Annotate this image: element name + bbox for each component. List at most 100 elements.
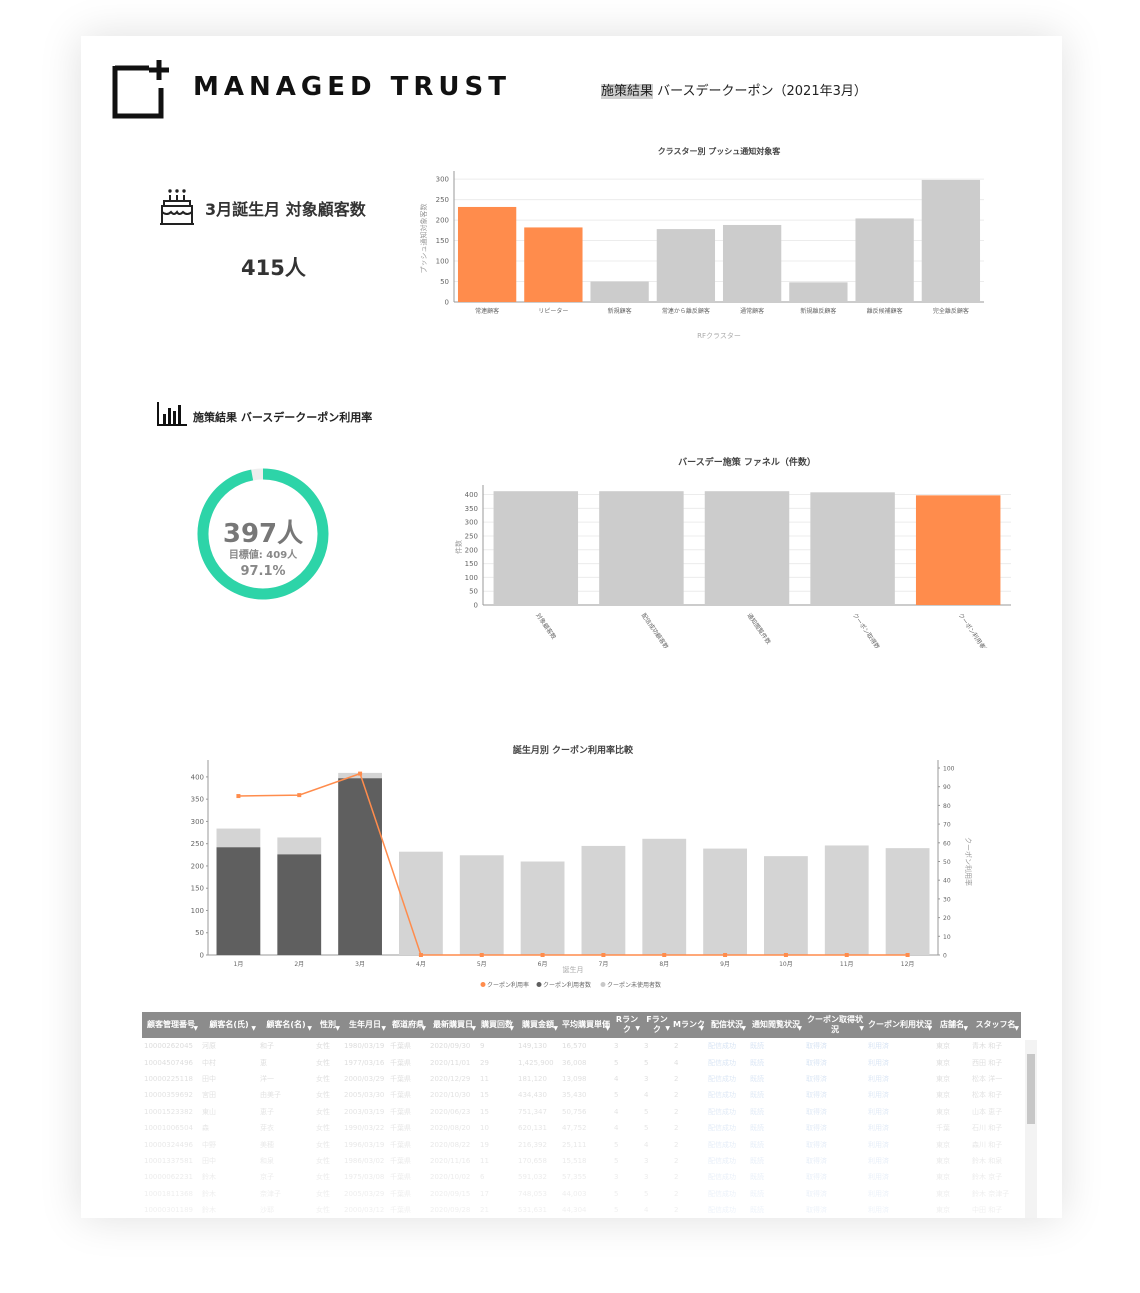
table-row[interactable]: 10001006504 森 芽衣 女性 1990/03/22 千葉県 2020/08/20 1… [142, 1120, 1021, 1136]
column-header-label: Rランク [615, 1015, 639, 1034]
column-header[interactable]: 都道府県 ▼ [388, 1012, 428, 1038]
column-header-label: 性別 [320, 1020, 336, 1029]
column-header[interactable]: 通知閲覧状況 ▼ [748, 1012, 804, 1038]
column-header[interactable]: 平均購買単価 ▼ [560, 1012, 612, 1038]
column-header[interactable]: クーポン利用状況 ▼ [866, 1012, 934, 1038]
table-cell: 山本 恵子 [972, 1107, 1003, 1116]
column-header[interactable]: 生年月日 ▼ [342, 1012, 388, 1038]
rate-point [783, 953, 788, 957]
sort-caret-icon[interactable]: ▼ [963, 1025, 968, 1032]
coupon-users-value: 397人 [222, 519, 304, 549]
table-cell: 17 [480, 1189, 489, 1198]
column-header[interactable]: Fランク ▼ [642, 1012, 672, 1038]
x-tick-label: 通知閲覧件数 [745, 612, 772, 646]
table-cell: 恵子 [260, 1107, 274, 1116]
table-row[interactable]: 10001523382 東山 恵子 女性 2003/03/19 千葉県 2020/06/23… [142, 1104, 1021, 1120]
table-cell: 11 [480, 1074, 489, 1083]
x-tick-label: 離反候補顧客 [867, 307, 903, 315]
sort-caret-icon[interactable]: ▼ [509, 1025, 514, 1032]
table-cell: 女性 [316, 1156, 330, 1165]
sort-caret-icon[interactable]: ▼ [859, 1025, 864, 1032]
table-cell: 5 [614, 1156, 619, 1165]
column-header[interactable]: 顧客名(名) ▼ [258, 1012, 314, 1038]
table-cell: 既読 [750, 1074, 764, 1083]
bar [915, 495, 1001, 605]
column-header[interactable]: 購買金額 ▼ [516, 1012, 560, 1038]
table-cell: 東京 [936, 1091, 950, 1100]
table-cell: 東京 [936, 1140, 950, 1149]
table-cell: 利用済 [868, 1173, 889, 1182]
table-scrollbar-thumb[interactable] [1027, 1054, 1035, 1124]
y-axis-label: 件数 [454, 540, 463, 554]
column-header[interactable]: 店舗名 ▼ [934, 1012, 970, 1038]
column-header-label: 顧客管理番号 [147, 1020, 195, 1029]
sort-caret-icon[interactable]: ▼ [605, 1025, 610, 1032]
sort-caret-icon[interactable]: ▼ [421, 1025, 426, 1032]
legend-marker [480, 982, 486, 987]
x-tick-label: 配信成功顧客数 [640, 612, 671, 648]
table-cell: 利用済 [868, 1140, 889, 1149]
table-row[interactable]: 10000062231 鈴木 京子 女性 1975/03/08 千葉県 2020/10/02… [142, 1169, 1021, 1185]
table-row[interactable]: 10001337581 田中 和泉 女性 1986/03/02 千葉県 2020/11/16… [142, 1153, 1021, 1169]
bar [656, 229, 716, 302]
column-header-label: 都道府県 [392, 1020, 424, 1029]
table-cell: 森 [202, 1124, 209, 1133]
table-cell: 取得済 [806, 1156, 827, 1165]
sort-caret-icon[interactable]: ▼ [471, 1025, 476, 1032]
table-row[interactable]: 10000262045 河原 和子 女性 1980/03/19 千葉県 2020/09/30… [142, 1038, 1021, 1054]
sort-caret-icon[interactable]: ▼ [741, 1025, 746, 1032]
table-scrollbar[interactable] [1025, 1040, 1037, 1218]
sort-caret-icon[interactable]: ▼ [553, 1025, 558, 1032]
table-cell: 利用済 [868, 1206, 889, 1215]
column-header[interactable]: 性別 ▼ [314, 1012, 342, 1038]
column-header[interactable]: Mランク ▼ [672, 1012, 706, 1038]
table-cell: 鈴木 [202, 1189, 216, 1198]
table-cell: 5 [644, 1189, 649, 1198]
bar-unused [703, 848, 747, 955]
table-row[interactable]: 10000359692 宮田 由美子 女性 2005/03/30 千葉県 2020/10/3… [142, 1087, 1021, 1103]
table-cell: 3 [644, 1173, 649, 1182]
table-row[interactable]: 10001811368 鈴木 奈津子 女性 2005/03/29 千葉県 2020/09/1… [142, 1186, 1021, 1202]
sort-caret-icon[interactable]: ▼ [193, 1025, 198, 1032]
table-cell: 2 [674, 1156, 679, 1165]
column-header[interactable]: 配信状況 ▼ [706, 1012, 748, 1038]
column-header[interactable]: 最新購買日 ▼ [428, 1012, 478, 1038]
column-header[interactable]: 顧客名(氏) ▼ [200, 1012, 258, 1038]
column-header[interactable]: 購買回数 ▼ [478, 1012, 516, 1038]
table-row[interactable]: 10000225118 田中 洋一 女性 2000/03/29 千葉県 2020/12/29… [142, 1071, 1021, 1087]
column-header[interactable]: Rランク ▼ [612, 1012, 642, 1038]
table-row[interactable]: 10000301189 鈴木 沙耶 女性 2000/03/12 千葉県 2020/09/28… [142, 1202, 1021, 1218]
table-cell: 1990/03/22 [344, 1124, 385, 1133]
sort-caret-icon[interactable]: ▼ [699, 1025, 704, 1032]
table-cell: 中野 [202, 1140, 216, 1149]
table-cell: 取得済 [806, 1091, 827, 1100]
table-cell: 4 [644, 1140, 649, 1149]
table-cell: 配信成功 [708, 1124, 736, 1133]
sort-caret-icon[interactable]: ▼ [251, 1025, 256, 1032]
table-cell: 鈴木 和泉 [972, 1156, 1003, 1165]
coupon-rate-donut [197, 468, 329, 600]
sort-caret-icon[interactable]: ▼ [927, 1025, 932, 1032]
table-cell: 4 [644, 1091, 649, 1100]
rate-point [844, 953, 849, 957]
sort-caret-icon[interactable]: ▼ [335, 1025, 340, 1032]
table-cell: 配信成功 [708, 1189, 736, 1198]
sort-caret-icon[interactable]: ▼ [797, 1025, 802, 1032]
column-header[interactable]: クーポン取得状況 ▼ [804, 1012, 866, 1038]
sort-caret-icon[interactable]: ▼ [307, 1025, 312, 1032]
column-header[interactable]: スタッフ名 ▼ [970, 1012, 1021, 1038]
sort-caret-icon[interactable]: ▼ [635, 1025, 640, 1032]
rate-point [297, 793, 302, 798]
x-tick-label: 6月 [538, 961, 548, 968]
table-row[interactable]: 10004507496 中村 恵 女性 1977/03/16 千葉県 2020/11/01 2… [142, 1054, 1021, 1070]
table-cell: 5 [644, 1058, 649, 1067]
table-row[interactable]: 10000324496 中野 美穂 女性 1996/03/19 千葉県 2020/08/22… [142, 1136, 1021, 1152]
sort-caret-icon[interactable]: ▼ [381, 1025, 386, 1032]
sort-caret-icon[interactable]: ▼ [665, 1025, 670, 1032]
table-cell: 恵 [260, 1058, 267, 1067]
table-cell: 既読 [750, 1140, 764, 1149]
column-header[interactable]: 顧客管理番号 ▼ [142, 1012, 200, 1038]
sort-caret-icon[interactable]: ▼ [1014, 1025, 1019, 1032]
y-axis-label: プッシュ通知対象客数 [419, 204, 428, 274]
table-cell: 既読 [750, 1206, 764, 1215]
